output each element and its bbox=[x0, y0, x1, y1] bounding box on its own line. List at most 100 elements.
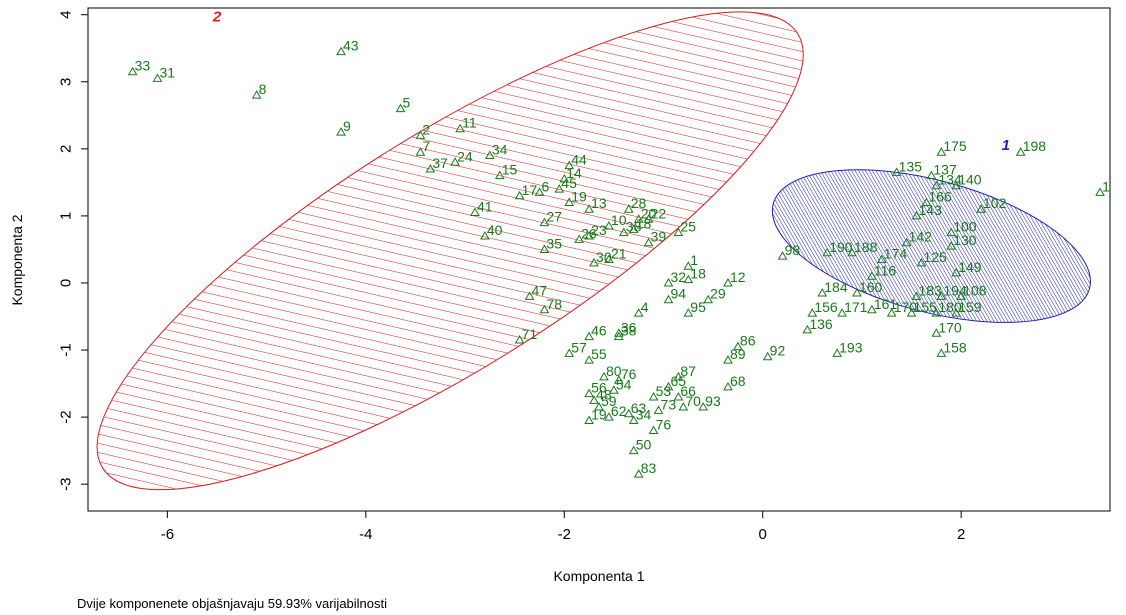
point-label: 18 bbox=[636, 215, 652, 231]
x-tick-label: 0 bbox=[759, 526, 767, 543]
point-label: 98 bbox=[785, 242, 801, 258]
point-label: 158 bbox=[943, 339, 967, 355]
point-label: 40 bbox=[487, 222, 503, 238]
point-label: 73 bbox=[661, 396, 677, 412]
point-label: 83 bbox=[641, 460, 657, 476]
point-label: 4 bbox=[641, 299, 649, 315]
y-tick-label: -2 bbox=[58, 410, 75, 423]
point-label: 37 bbox=[432, 155, 448, 171]
point-label: 55 bbox=[591, 346, 607, 362]
point-label: 27 bbox=[546, 209, 562, 225]
y-axis-title: Komponenta 2 bbox=[9, 214, 25, 305]
point-label: 135 bbox=[899, 158, 923, 174]
y-tick-label: 4 bbox=[58, 11, 75, 19]
point-label: 156 bbox=[814, 299, 838, 315]
point-label: 22 bbox=[651, 205, 667, 221]
x-tick-label: -4 bbox=[359, 526, 372, 543]
point-label: 193 bbox=[839, 339, 863, 355]
point-label: 62 bbox=[611, 403, 627, 419]
cluster-1-label: 1 bbox=[1002, 137, 1010, 154]
point-label: 29 bbox=[710, 286, 726, 302]
point-label: 9 bbox=[343, 118, 351, 134]
x-tick-label: 2 bbox=[957, 526, 965, 543]
y-tick-label: -1 bbox=[58, 343, 75, 356]
point-label: 7 bbox=[422, 138, 430, 154]
point-label: 78 bbox=[546, 296, 562, 312]
point-label: 108 bbox=[963, 282, 987, 298]
point-label: 12 bbox=[730, 269, 746, 285]
point-label: 39 bbox=[651, 229, 667, 245]
x-tick-label: -6 bbox=[161, 526, 174, 543]
point-label: 11 bbox=[462, 115, 477, 131]
point-label: 174 bbox=[884, 246, 908, 262]
point-label: 25 bbox=[680, 219, 696, 235]
point-label: 31 bbox=[159, 64, 175, 80]
point-label: 15 bbox=[502, 162, 518, 178]
point-label: 70 bbox=[685, 393, 701, 409]
point-label: 198 bbox=[1023, 138, 1047, 154]
point-label: 34 bbox=[636, 406, 652, 422]
point-label: 102 bbox=[983, 195, 1007, 211]
point-label: 35 bbox=[546, 235, 562, 251]
y-tick-label: -3 bbox=[58, 478, 75, 491]
point-label: 19 bbox=[571, 188, 587, 204]
point-label: 10 bbox=[611, 212, 627, 228]
point-label: 190 bbox=[829, 239, 853, 255]
point-label: 184 bbox=[824, 279, 848, 295]
point-label: 33 bbox=[135, 58, 151, 74]
point-label: 95 bbox=[690, 299, 706, 315]
x-tick-label: -2 bbox=[558, 526, 571, 543]
point-label: 93 bbox=[705, 393, 721, 409]
point-label: 136 bbox=[809, 316, 833, 332]
point-label: 47 bbox=[532, 282, 548, 298]
explained-variance-caption: Dvije komponenete objašnjavaju 59.93% va… bbox=[77, 596, 387, 611]
point-label: 142 bbox=[909, 229, 933, 245]
point-label: 149 bbox=[958, 259, 982, 275]
point-label: 54 bbox=[616, 376, 632, 392]
point-label: 140 bbox=[958, 172, 982, 188]
point-label: 125 bbox=[923, 249, 947, 265]
point-label: 43 bbox=[343, 38, 359, 54]
y-axis: -3 -2 -1 0 1 2 3 4 bbox=[58, 11, 89, 491]
y-tick-label: 1 bbox=[58, 212, 75, 220]
y-tick-label: 0 bbox=[58, 279, 75, 287]
point-label: 94 bbox=[670, 286, 686, 302]
point-label: 160 bbox=[859, 279, 883, 295]
point-label: 171 bbox=[844, 299, 868, 315]
point-label: 170 bbox=[938, 319, 962, 335]
point-label: 76 bbox=[656, 417, 672, 433]
point-label: 41 bbox=[477, 199, 493, 215]
point-label: 159 bbox=[958, 299, 982, 315]
point-label: 13 bbox=[591, 195, 607, 211]
point-label: 23 bbox=[591, 222, 607, 238]
point-label: 155 bbox=[914, 299, 938, 315]
point-label: 50 bbox=[636, 437, 652, 453]
point-label: 183 bbox=[919, 282, 943, 298]
point-label: 89 bbox=[730, 346, 746, 362]
y-tick-label: 3 bbox=[58, 78, 75, 86]
point-label: 38 bbox=[621, 323, 637, 339]
y-tick-label: 2 bbox=[58, 145, 75, 153]
point-label: 175 bbox=[943, 138, 967, 154]
point-label: 6 bbox=[541, 178, 549, 194]
point-label: 68 bbox=[730, 373, 746, 389]
point-label: 92 bbox=[770, 343, 786, 359]
point-label: 46 bbox=[591, 323, 607, 339]
cluster-2-label: 2 bbox=[212, 8, 222, 25]
point-label: 71 bbox=[522, 326, 538, 342]
point-label: 188 bbox=[854, 239, 878, 255]
point-label: 57 bbox=[571, 339, 587, 355]
point-label: 2 bbox=[422, 121, 430, 137]
point-label: 130 bbox=[953, 232, 977, 248]
x-axis-title: Komponenta 1 bbox=[553, 568, 644, 584]
point-label: 143 bbox=[919, 202, 943, 218]
point-label: 34 bbox=[492, 142, 508, 158]
point-label: 24 bbox=[457, 148, 473, 164]
point-label: 21 bbox=[611, 246, 627, 262]
point-label: 8 bbox=[259, 81, 267, 97]
point-label: 116 bbox=[874, 262, 897, 278]
point-label: 199 bbox=[1102, 178, 1126, 194]
x-axis: -6 -4 -2 0 2 bbox=[161, 511, 966, 543]
point-label: 18 bbox=[690, 266, 706, 282]
